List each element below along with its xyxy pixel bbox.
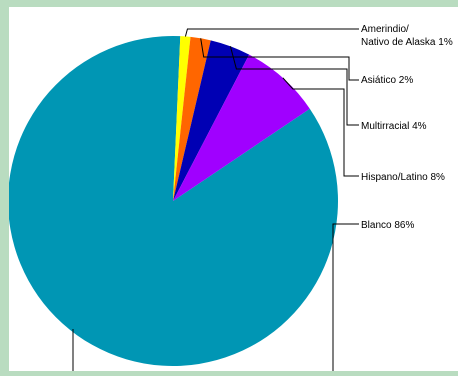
- slice-amerindio-nativo-de-alaska: [173, 36, 191, 202]
- label-hispano: Hispano/Latino 8%: [361, 172, 445, 183]
- slice-multirracial: [173, 40, 250, 201]
- slice-blanco: [7, 36, 338, 366]
- slice-asi-tico: [173, 36, 211, 202]
- pie-slices: [7, 36, 338, 366]
- slice-hispano-latino: [173, 54, 310, 201]
- leader-asiatico: [200, 38, 359, 81]
- pie-chart: Amerindio/ Nativo de Alaska 1% Asiático …: [7, 24, 453, 371]
- label-amerindio-line1: Amerindio/: [361, 24, 409, 35]
- leader-blanco-right: [332, 223, 359, 371]
- leader-multirracial: [229, 46, 359, 126]
- label-blanco: Blanco 86%: [361, 220, 414, 231]
- label-asiatico: Asiático 2%: [361, 75, 413, 86]
- leader-lines: [72, 28, 359, 371]
- slice-labels: Amerindio/ Nativo de Alaska 1% Asiático …: [361, 24, 453, 231]
- chart-frame: Amerindio/ Nativo de Alaska 1% Asiático …: [7, 7, 458, 371]
- leader-hispano: [282, 77, 359, 177]
- leader-amerindio: [184, 28, 359, 37]
- label-amerindio-line2: Nativo de Alaska 1%: [361, 37, 453, 48]
- label-multirracial: Multirracial 4%: [361, 121, 427, 132]
